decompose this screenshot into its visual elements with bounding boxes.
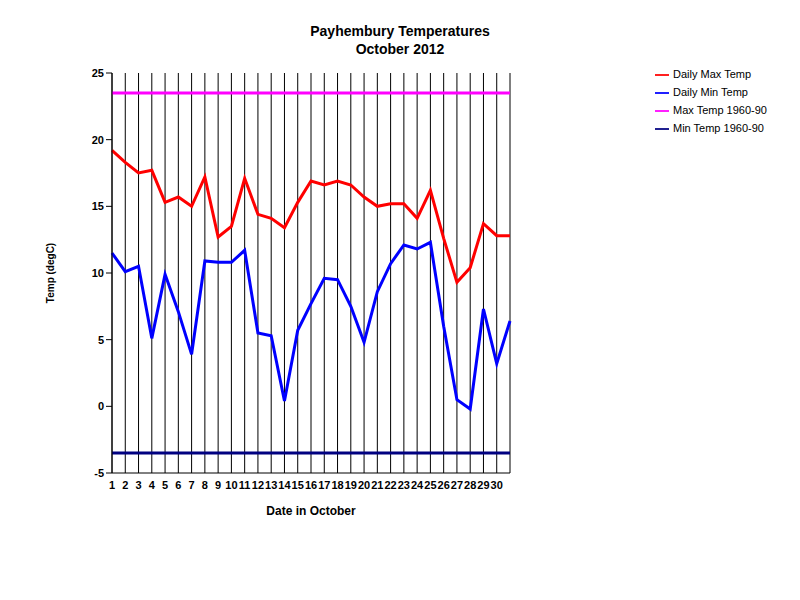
svg-text:4: 4 xyxy=(149,479,156,491)
svg-text:Temp (degC): Temp (degC) xyxy=(45,243,56,303)
html-text:Min Temp 1960-90: Min Temp 1960-90 xyxy=(673,122,764,134)
svg-text:13: 13 xyxy=(265,479,277,491)
svg-text:28: 28 xyxy=(464,479,476,491)
svg-text:12: 12 xyxy=(252,479,264,491)
svg-text:15: 15 xyxy=(292,479,304,491)
svg-text:16: 16 xyxy=(305,479,317,491)
svg-text:1: 1 xyxy=(109,479,115,491)
svg-text:22: 22 xyxy=(384,479,396,491)
svg-text:8: 8 xyxy=(202,479,208,491)
html-text:Payhembury Temperatures: Payhembury Temperatures xyxy=(310,23,490,39)
svg-text:19: 19 xyxy=(345,479,357,491)
svg-text:18: 18 xyxy=(331,479,343,491)
svg-text:17: 17 xyxy=(318,479,330,491)
svg-text:20: 20 xyxy=(358,479,370,491)
svg-text:30: 30 xyxy=(491,479,503,491)
svg-text:24: 24 xyxy=(411,479,424,491)
svg-text:11: 11 xyxy=(239,479,251,491)
svg-text:15: 15 xyxy=(92,200,104,212)
html-text:Max Temp 1960-90: Max Temp 1960-90 xyxy=(673,104,767,116)
svg-text:29: 29 xyxy=(477,479,489,491)
html-text:Daily Max Temp: Daily Max Temp xyxy=(673,68,751,80)
svg-text:26: 26 xyxy=(438,479,450,491)
svg-text:9: 9 xyxy=(215,479,221,491)
svg-text:7: 7 xyxy=(189,479,195,491)
svg-text:20: 20 xyxy=(92,134,104,146)
svg-text:23: 23 xyxy=(398,479,410,491)
svg-text:3: 3 xyxy=(135,479,141,491)
svg-text:27: 27 xyxy=(451,479,463,491)
svg-text:5: 5 xyxy=(98,334,104,346)
svg-text:2: 2 xyxy=(122,479,128,491)
svg-text:10: 10 xyxy=(225,479,237,491)
svg-text:-5: -5 xyxy=(94,467,104,479)
svg-text:25: 25 xyxy=(92,67,104,79)
html-text:Daily Min Temp: Daily Min Temp xyxy=(673,86,748,98)
svg-text:21: 21 xyxy=(371,479,383,491)
svg-text:0: 0 xyxy=(98,400,104,412)
svg-text:6: 6 xyxy=(175,479,181,491)
svg-text:10: 10 xyxy=(92,267,104,279)
svg-text:Date in October: Date in October xyxy=(266,504,356,518)
svg-text:14: 14 xyxy=(278,479,291,491)
svg-text:5: 5 xyxy=(162,479,168,491)
svg-text:25: 25 xyxy=(424,479,436,491)
html-text:October 2012: October 2012 xyxy=(355,41,445,57)
